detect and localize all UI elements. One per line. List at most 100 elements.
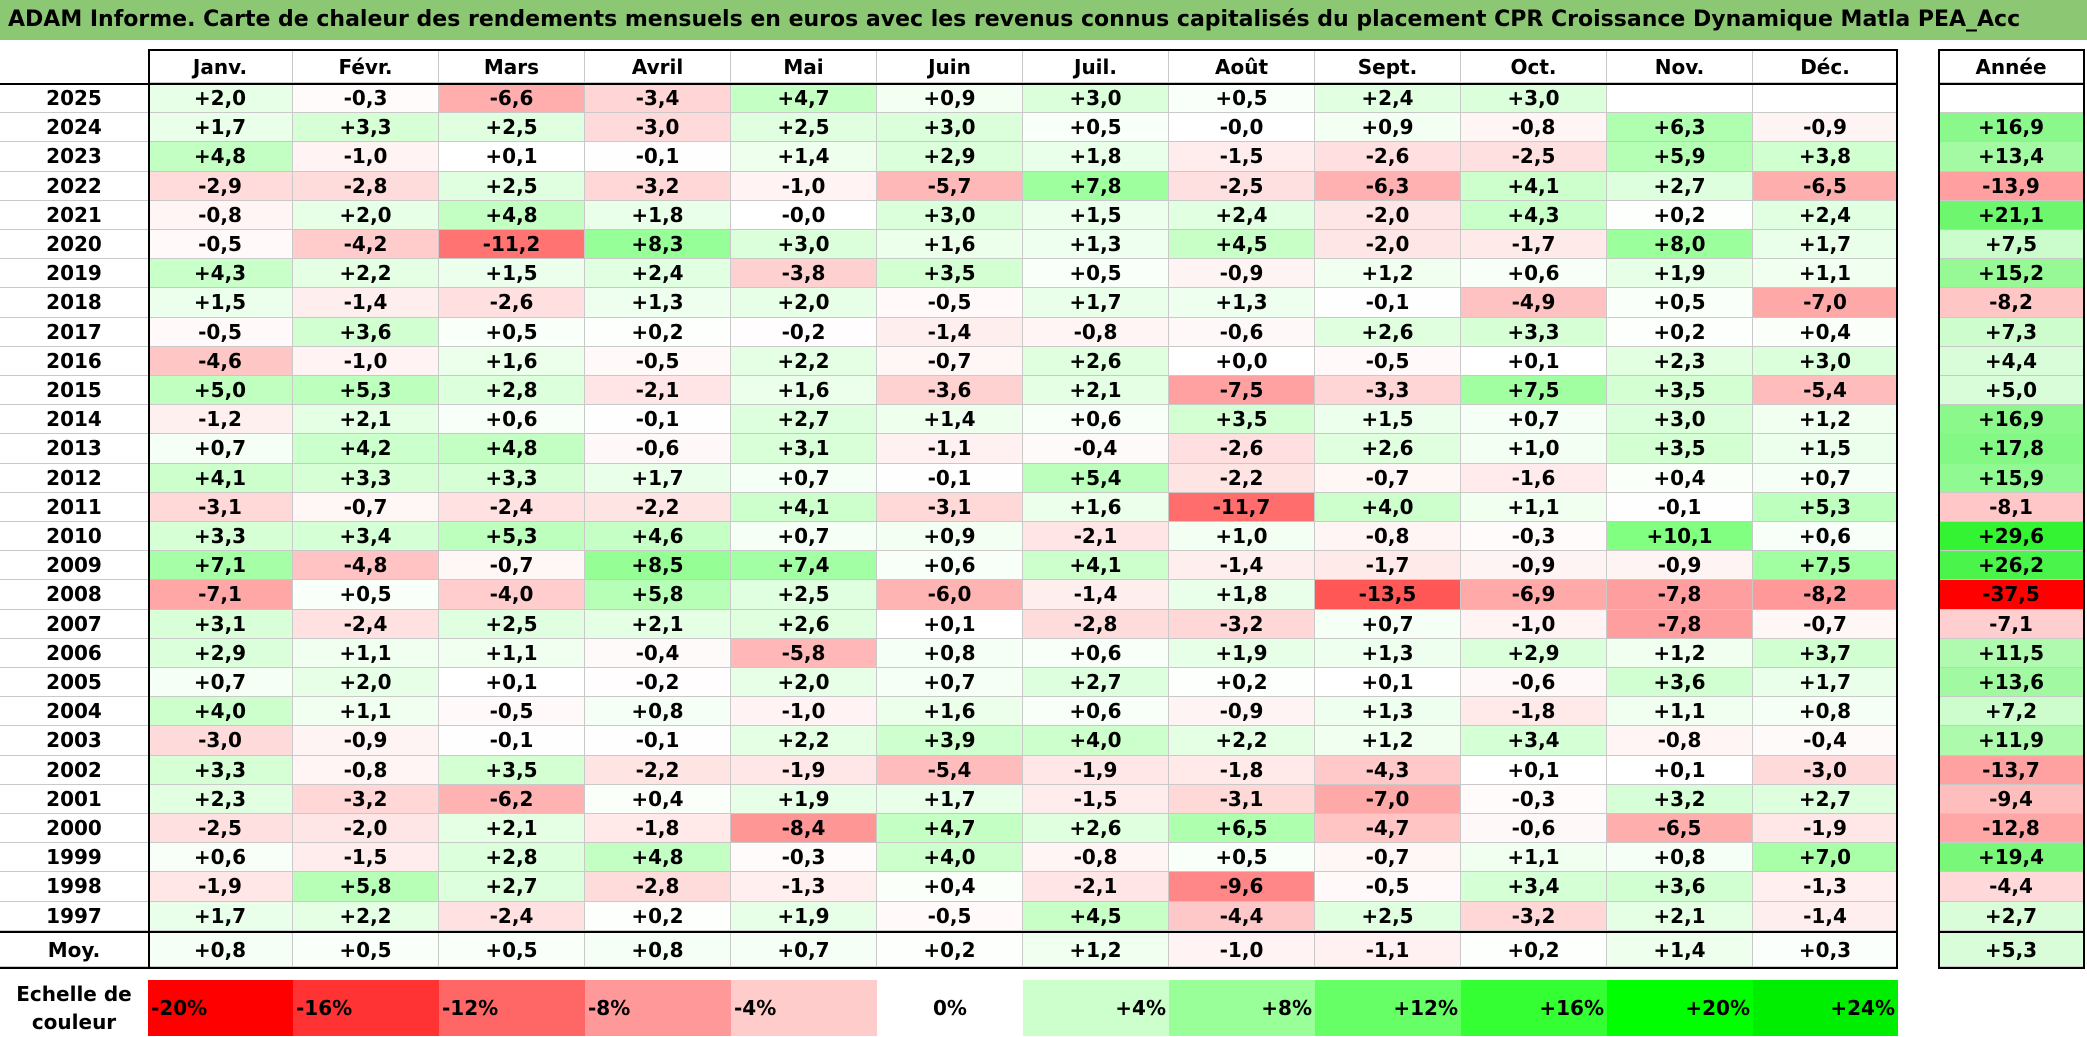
heatmap-cell: +1,2	[1607, 638, 1753, 668]
heatmap-cell: +1,2	[1753, 405, 1898, 435]
row-year-label: 2018	[0, 288, 148, 318]
heatmap-cell: +3,3	[293, 113, 439, 143]
heatmap-cell: +4,6	[585, 522, 731, 552]
heatmap-cell: -6,3	[1315, 171, 1461, 201]
heatmap-cell: -1,8	[1169, 755, 1315, 785]
heatmap-cell: +0,7	[1315, 609, 1461, 639]
heatmap-cell: -1,4	[1023, 580, 1169, 610]
heatmap-cell: -0,8	[1315, 522, 1461, 552]
heatmap-cell: -0,4	[585, 638, 731, 668]
heatmap-cell: +0,8	[877, 638, 1023, 668]
average-cell: +0,2	[877, 933, 1023, 967]
color-scale-stop: -8%	[585, 980, 731, 1036]
heatmap-cell: +0,1	[1461, 346, 1607, 376]
annual-cell: -12,8	[1938, 814, 2085, 844]
annual-cell: +29,6	[1938, 522, 2085, 552]
heatmap-cell: +1,8	[1169, 580, 1315, 610]
heatmap-cell: +1,0	[1461, 434, 1607, 464]
heatmap-cell: -0,5	[877, 901, 1023, 931]
heatmap-cell: +1,3	[1169, 288, 1315, 318]
heatmap-cell: -1,0	[293, 142, 439, 172]
heatmap-cell: +2,0	[293, 668, 439, 698]
heatmap-cell: +0,5	[1023, 259, 1169, 289]
annual-cell: +7,2	[1938, 697, 2085, 727]
heatmap-cell: -0,4	[1023, 434, 1169, 464]
heatmap-cell: -0,7	[439, 551, 585, 581]
heatmap-cell: +2,7	[439, 872, 585, 902]
annual-cell: +2,7	[1938, 901, 2085, 931]
month-header: Oct.	[1461, 51, 1607, 83]
row-year-label: 2013	[0, 434, 148, 464]
heatmap-cell: +0,4	[585, 784, 731, 814]
heatmap-cell: +3,9	[877, 726, 1023, 756]
heatmap-cell: +2,9	[1461, 638, 1607, 668]
heatmap-cell: -2,5	[1461, 142, 1607, 172]
heatmap-cell: -7,8	[1607, 580, 1753, 610]
heatmap-cell: -0,6	[1461, 668, 1607, 698]
heatmap-cell: +1,3	[585, 288, 731, 318]
separator-line	[1938, 931, 2085, 933]
heatmap-cell: +1,5	[148, 288, 293, 318]
row-year-label: 2008	[0, 580, 148, 610]
separator-line	[0, 931, 1898, 933]
heatmap-cell: -1,8	[585, 814, 731, 844]
heatmap-cell: +1,1	[293, 697, 439, 727]
heatmap-cell: +1,8	[585, 200, 731, 230]
annual-cell: +15,2	[1938, 259, 2085, 289]
heatmap-cell: +2,2	[731, 346, 877, 376]
month-header: Août	[1169, 51, 1315, 83]
row-year-label: 2003	[0, 726, 148, 756]
heatmap-cell: +1,0	[1169, 522, 1315, 552]
row-year-label: 2000	[0, 814, 148, 844]
heatmap-cell: -4,9	[1461, 288, 1607, 318]
heatmap-cell: +1,7	[585, 463, 731, 493]
heatmap-cell: +3,0	[877, 200, 1023, 230]
row-year-label: 2017	[0, 317, 148, 347]
heatmap-cell: -0,8	[1023, 317, 1169, 347]
heatmap-cell: +2,7	[1023, 668, 1169, 698]
heatmap-cell: +0,5	[1169, 84, 1315, 114]
heatmap-cell: +2,7	[1753, 784, 1898, 814]
heatmap-cell: +0,6	[1023, 638, 1169, 668]
heatmap-cell: +4,8	[148, 142, 293, 172]
heatmap-cell: +1,5	[1753, 434, 1898, 464]
year-column-header: Année	[1938, 51, 2085, 83]
heatmap-cell: +7,1	[148, 551, 293, 581]
heatmap-cell: +1,5	[439, 259, 585, 289]
annual-cell: +15,9	[1938, 463, 2085, 493]
heatmap-cell: +5,8	[585, 580, 731, 610]
heatmap-cell: +2,6	[1023, 346, 1169, 376]
heatmap-cell: -0,7	[877, 346, 1023, 376]
heatmap-cell: -4,3	[1315, 755, 1461, 785]
heatmap-cell: +3,0	[877, 113, 1023, 143]
month-header: Déc.	[1753, 51, 1898, 83]
annual-cell: +13,4	[1938, 142, 2085, 172]
heatmap-cell: -6,0	[877, 580, 1023, 610]
heatmap-cell: +5,9	[1607, 142, 1753, 172]
heatmap-cell: +4,8	[439, 434, 585, 464]
heatmap-cell: -1,8	[1461, 697, 1607, 727]
color-scale-stop: -12%	[439, 980, 585, 1036]
annual-cell: +7,5	[1938, 230, 2085, 260]
annual-cell	[1938, 84, 2085, 114]
heatmap-cell: -13,5	[1315, 580, 1461, 610]
heatmap-cell: +3,7	[1753, 638, 1898, 668]
heatmap-cell: -0,6	[585, 434, 731, 464]
heatmap-cell: +2,2	[293, 259, 439, 289]
heatmap-cell: -3,2	[1169, 609, 1315, 639]
color-scale-stop: +20%	[1607, 980, 1753, 1036]
heatmap-cell: -0,1	[877, 463, 1023, 493]
heatmap-cell: -0,3	[293, 84, 439, 114]
heatmap-cell: +3,6	[293, 317, 439, 347]
heatmap-cell: +6,5	[1169, 814, 1315, 844]
heatmap-cell: +1,1	[1607, 697, 1753, 727]
row-year-label: 2022	[0, 171, 148, 201]
row-year-label: 2024	[0, 113, 148, 143]
heatmap-cell: -7,0	[1315, 784, 1461, 814]
heatmap-cell: -1,1	[877, 434, 1023, 464]
heatmap-cell: -1,7	[1461, 230, 1607, 260]
heatmap-cell: -8,2	[1753, 580, 1898, 610]
row-year-label: 2009	[0, 551, 148, 581]
heatmap-cell: +0,9	[877, 522, 1023, 552]
row-year-label: 2016	[0, 346, 148, 376]
